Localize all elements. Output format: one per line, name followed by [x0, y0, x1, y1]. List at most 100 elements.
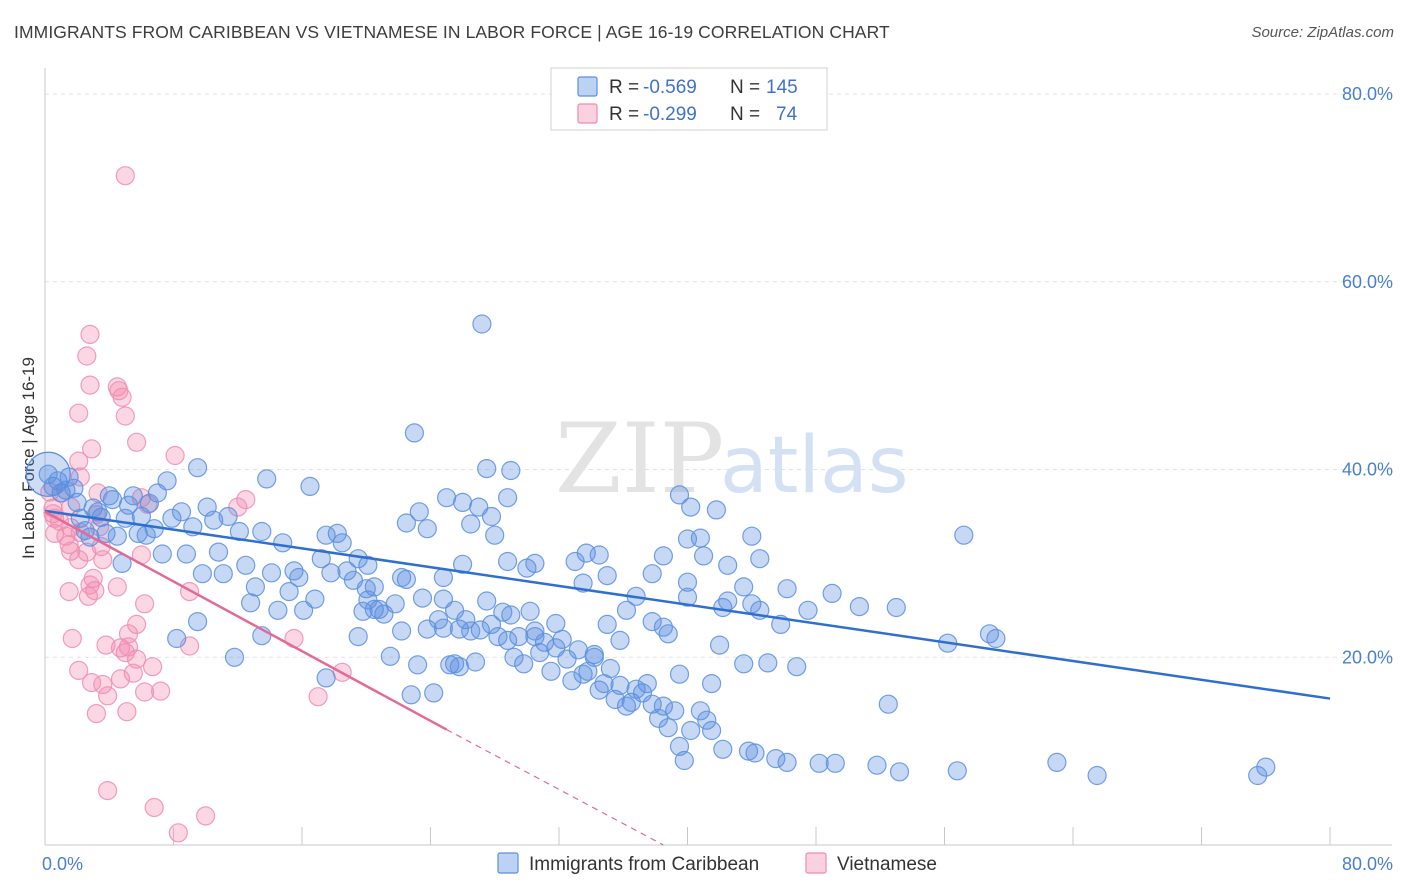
caribbean-point-149 [316, 668, 336, 688]
caribbean-point-157 [409, 502, 429, 522]
vietnamese-trend-line [44, 510, 448, 731]
caribbean-point-196 [472, 314, 492, 334]
caribbean-point-155 [477, 459, 497, 479]
caribbean-point-183 [669, 485, 690, 505]
caribbean-point-28 [152, 544, 172, 564]
caribbean-point-15 [99, 486, 119, 506]
caribbean-point-125 [669, 736, 690, 757]
legend-r-value-vietnamese: -0.299 [643, 104, 697, 125]
caribbean-point-191 [517, 558, 537, 578]
caribbean-point-136 [809, 753, 829, 773]
caribbean-point-217 [610, 630, 630, 651]
caribbean-point-207 [396, 513, 416, 533]
axes [44, 68, 1392, 846]
caribbean-point-94 [504, 647, 524, 667]
vietnamese-point-71 [144, 797, 164, 818]
vietnamese-point-58 [135, 682, 155, 702]
caribbean-point-131 [713, 739, 733, 759]
caribbean-point-46 [245, 577, 265, 597]
caribbean-point-216 [709, 635, 730, 655]
caribbean-point-175 [822, 583, 842, 604]
caribbean-point-224 [758, 653, 778, 673]
caribbean-point-139 [889, 762, 910, 782]
caribbean-point-71 [380, 646, 400, 666]
vietnamese-point-52 [115, 642, 135, 663]
caribbean-point-78 [417, 619, 437, 639]
watermark-zip: ZIP [555, 403, 724, 515]
caribbean-point-213 [742, 526, 762, 546]
caribbean-point-220 [642, 611, 662, 632]
caribbean-point-50 [268, 600, 288, 620]
caribbean-point-30 [162, 508, 182, 528]
vietnamese-point-61 [151, 681, 171, 701]
caribbean-point-61 [327, 523, 347, 544]
caribbean-point-134 [766, 748, 786, 769]
vietnamese-point-12 [69, 451, 89, 471]
caribbean-point-54 [289, 567, 309, 588]
caribbean-point-38 [204, 510, 224, 530]
caribbean-point-42 [224, 647, 245, 667]
caribbean-point-214 [750, 549, 770, 569]
caribbean-point-41 [218, 506, 238, 527]
legend-swatch-vietnamese [577, 103, 598, 124]
caribbean-point-160 [498, 551, 518, 572]
caribbean-point-29 [157, 471, 177, 491]
caribbean-point-16 [102, 490, 123, 510]
vietnamese-point-62 [308, 687, 328, 707]
bottom-legend-label-caribbean: Immigrants from Caribbean [529, 854, 759, 875]
caribbean-point-140 [947, 761, 967, 781]
caribbean-point-156 [501, 460, 521, 481]
caribbean-point-132 [738, 741, 759, 761]
trend-lines [44, 509, 1331, 846]
x-tick-label-1: 80.0% [1342, 854, 1393, 874]
caribbean-point-87 [465, 652, 486, 672]
caribbean-point-185 [597, 565, 617, 586]
caribbean-point-108 [578, 661, 598, 681]
y-axis-label: In Labor Force | Age 16-19 [19, 357, 38, 559]
legend-swatch-caribbean [577, 76, 598, 97]
legend-n-value-caribbean: 145 [766, 77, 798, 98]
caribbean-point-159 [461, 514, 481, 534]
caribbean-point-127 [681, 720, 701, 741]
vietnamese-point-69 [81, 672, 102, 693]
vietnamese-point-46 [135, 594, 155, 614]
caribbean-point-60 [321, 563, 341, 583]
caribbean-point-153 [597, 614, 617, 635]
vietnamese-point-59 [97, 686, 118, 706]
caribbean-point-20 [118, 495, 139, 515]
caribbean-point-33 [176, 544, 196, 564]
y-tick-label-0: 20.0% [1342, 647, 1393, 667]
vietnamese-point-35 [236, 490, 256, 510]
caribbean-point-101 [541, 661, 561, 681]
caribbean-point-221 [658, 624, 678, 644]
vietnamese-point-1 [80, 324, 100, 344]
caribbean-point-68 [364, 577, 384, 597]
watermark: ZIP atlas [555, 403, 909, 515]
caribbean-point-178 [878, 694, 898, 714]
caribbean-point-186 [642, 564, 662, 584]
caribbean-point-51 [273, 533, 293, 553]
caribbean-point-79 [424, 683, 444, 703]
caribbean-point-200 [437, 488, 457, 508]
caribbean-point-204 [364, 599, 384, 620]
caribbean-point-57 [305, 589, 325, 609]
vietnamese-point-7 [69, 403, 89, 423]
caribbean-point-45 [241, 593, 261, 613]
vietnamese-point-72 [168, 823, 188, 843]
caribbean-point-211 [690, 528, 711, 548]
vietnamese-point-43 [107, 577, 127, 597]
vietnamese-point-68 [110, 669, 131, 689]
caribbean-point-97 [520, 601, 540, 621]
y-tick-label-3: 80.0% [1342, 84, 1393, 104]
caribbean-point-154 [404, 423, 424, 443]
caribbean-point-39 [208, 542, 229, 562]
vietnamese-point-23 [44, 523, 65, 544]
caribbean-point-189 [565, 551, 585, 572]
caribbean-point-174 [954, 525, 974, 545]
caribbean-point-169 [677, 572, 698, 592]
source-credit: Source: ZipAtlas.com [1251, 24, 1394, 41]
vietnamese-point-6 [112, 387, 132, 407]
caribbean-point-165 [469, 497, 489, 517]
caribbean-point-150 [392, 621, 412, 641]
caribbean-point-145 [525, 626, 545, 647]
